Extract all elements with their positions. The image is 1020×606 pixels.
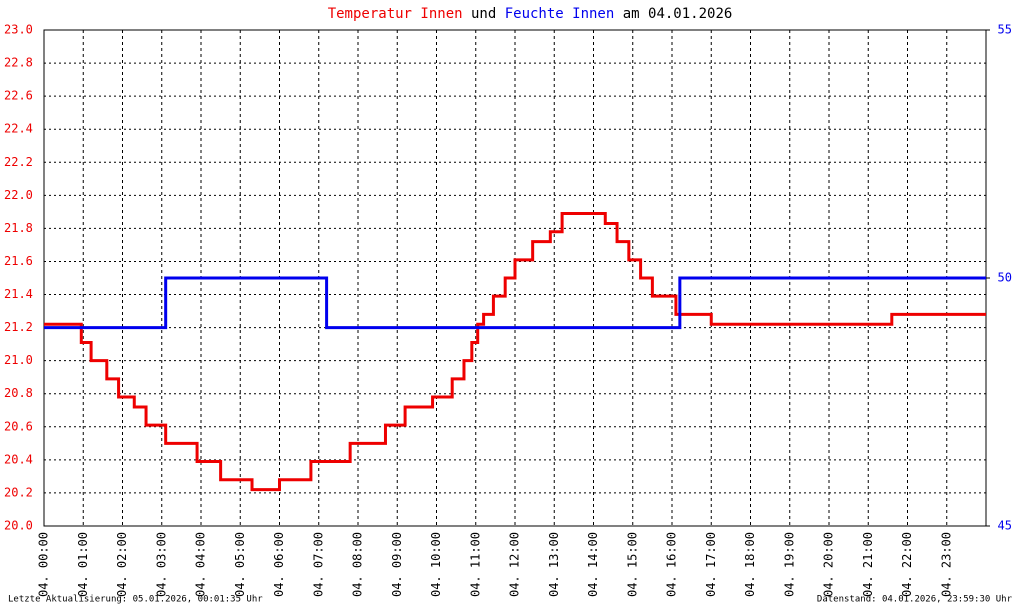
y-tick-label: 20.4 — [4, 452, 33, 466]
y-tick-label: 22.2 — [4, 155, 33, 169]
x-tick-label: 04. 03:00 — [154, 532, 168, 597]
y-tick-label: 20.2 — [4, 485, 33, 499]
x-tick-label: 04. 15:00 — [625, 532, 639, 597]
y-tick-label: 20.6 — [4, 419, 33, 433]
y2-tick-label: 50 — [998, 271, 1012, 285]
x-tick-label: 04. 07:00 — [311, 532, 325, 597]
x-tick-label: 04. 22:00 — [900, 532, 914, 597]
y-tick-label: 21.0 — [4, 353, 33, 367]
y-tick-label: 21.2 — [4, 320, 33, 334]
x-tick-label: 04. 12:00 — [508, 532, 522, 597]
x-tick-label: 04. 00:00 — [37, 532, 51, 597]
title-date: am 04.01.2026 — [623, 6, 733, 22]
y-tick-label: 22.6 — [4, 89, 33, 103]
x-tick-label: 04. 20:00 — [822, 532, 836, 597]
y-tick-label: 23.0 — [4, 23, 33, 37]
title-temperature: Temperatur Innen — [328, 6, 463, 22]
x-tick-label: 04. 11:00 — [468, 532, 482, 597]
x-tick-label: 04. 04:00 — [194, 532, 208, 597]
footer-data-status: Datenstand: 04.01.2026, 23:59:30 Uhr — [817, 595, 1013, 605]
y-tick-label: 21.6 — [4, 254, 33, 268]
y-tick-label: 21.4 — [4, 287, 33, 301]
y-tick-label: 21.8 — [4, 221, 33, 235]
x-tick-label: 04. 17:00 — [704, 532, 718, 597]
x-tick-label: 04. 13:00 — [547, 532, 561, 597]
x-tick-label: 04. 21:00 — [861, 532, 875, 597]
y-tick-label: 22.0 — [4, 188, 33, 202]
y-tick-label: 22.8 — [4, 56, 33, 70]
y-tick-label: 20.8 — [4, 386, 33, 400]
x-tick-label: 04. 18:00 — [743, 532, 757, 597]
x-tick-label: 04. 19:00 — [782, 532, 796, 597]
series-line — [44, 276, 986, 330]
x-tick-label: 04. 14:00 — [586, 532, 600, 597]
y-tick-label: 20.0 — [4, 519, 33, 533]
y2-tick-label: 55 — [998, 23, 1012, 37]
x-tick-label: 04. 01:00 — [76, 532, 90, 597]
y2-tick-label: 45 — [998, 519, 1012, 533]
series-line — [44, 212, 986, 492]
title-and: und — [471, 6, 496, 22]
x-tick-label: 04. 05:00 — [233, 532, 247, 597]
x-tick-label: 04. 06:00 — [272, 532, 286, 597]
title-humidity: Feuchte Innen — [505, 6, 615, 22]
y-tick-label: 22.4 — [4, 122, 33, 136]
chart-title: Temperatur Innen und Feuchte Innen am 04… — [328, 6, 733, 22]
x-tick-label: 04. 08:00 — [351, 532, 365, 597]
x-tick-label: 04. 16:00 — [665, 532, 679, 597]
footer-updated: Letzte Aktualisierung: 05.01.2026, 00:01… — [8, 595, 263, 605]
x-tick-label: 04. 23:00 — [939, 532, 953, 597]
x-tick-label: 04. 09:00 — [390, 532, 404, 597]
x-tick-label: 04. 10:00 — [429, 532, 443, 597]
x-tick-label: 04. 02:00 — [115, 532, 129, 597]
